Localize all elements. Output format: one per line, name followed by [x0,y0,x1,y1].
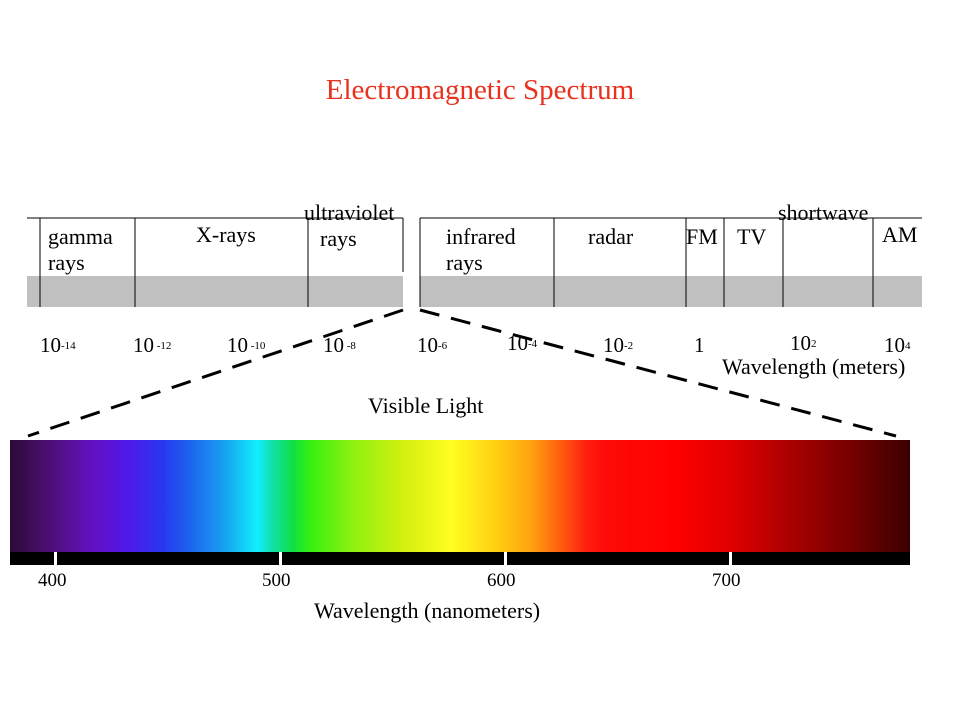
nm-tick-label: 500 [262,570,291,591]
band-label-tv: TV [737,224,767,249]
nm-tick-label: 700 [712,570,741,591]
band-label-radar: radar [588,224,634,249]
wavelength-tick: 10 -10 [227,333,266,357]
wavelength-tick: 104 [884,333,911,357]
wavelength-nm-label: Wavelength (nanometers) [314,598,541,623]
band-label-gamma: gamma rays [48,224,113,275]
zoom-line-left [27,308,404,438]
visible-light-label: Visible Light [368,393,484,418]
em-bar-right [420,276,922,307]
band-label-fm: FM [686,224,718,249]
diagram-title: Electromagnetic Spectrum [325,74,635,106]
nanometer-scale-bar [10,552,910,565]
wavelength-tick: 10 -8 [323,333,356,357]
nm-tick-mark [504,552,507,565]
em-bar-left [27,276,403,307]
nm-tick-mark [729,552,732,565]
nm-tick-mark [54,552,57,565]
band-label-infrared: infrared rays [446,224,516,275]
wavelength-tick: 102 [790,331,817,355]
nm-tick-label: 600 [487,570,516,591]
nm-tick-mark [279,552,282,565]
zoom-line-right [419,308,897,438]
wavelength-tick: 10-4 [507,331,538,355]
band-label-ultraviolet: ultraviolet rays [304,200,395,251]
wavelength-tick: 1 [694,333,705,357]
band-dividers [39,218,874,307]
visible-spectrum-gradient [10,440,910,552]
nm-tick-label: 400 [38,570,67,591]
band-label-x-rays: X-rays [196,222,256,247]
band-label-am: AM [882,222,918,247]
band-label-shortwave: shortwave [778,200,869,225]
wavelength-tick: 10-14 [40,333,76,357]
wavelength-tick: 10-6 [417,333,448,357]
wavelength-tick: 10-2 [603,333,634,357]
wavelength-meters-label: Wavelength (meters) [722,354,906,379]
wavelength-tick: 10 -12 [133,333,172,357]
